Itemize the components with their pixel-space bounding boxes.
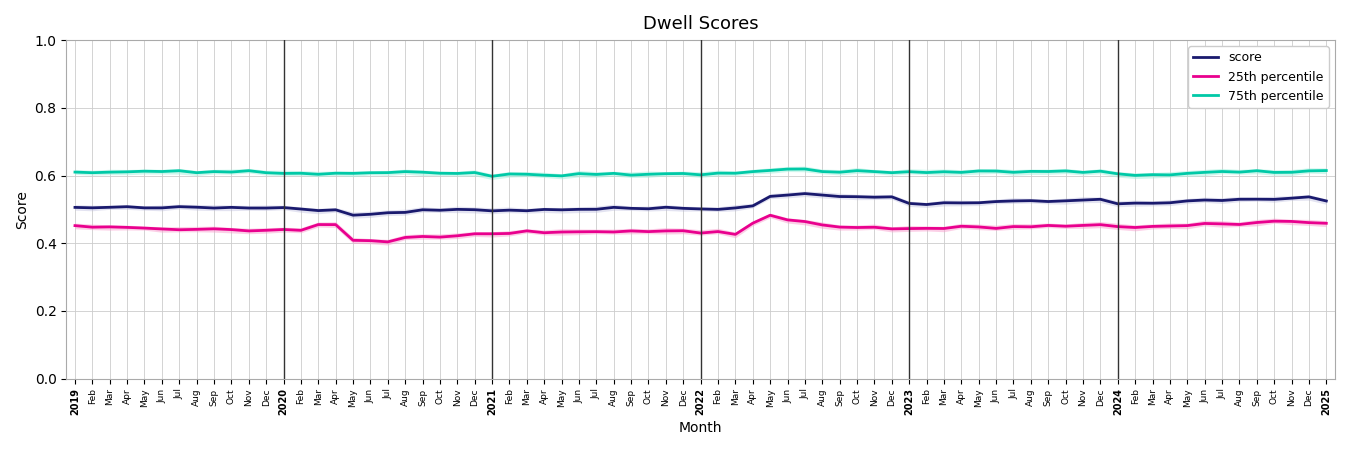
75th percentile: [1231, 169, 1247, 175]
Y-axis label: Score: Score: [15, 190, 28, 229]
score: [1318, 198, 1334, 204]
Title: Dwell Scores: Dwell Scores: [643, 15, 759, 33]
score: [1231, 197, 1247, 202]
X-axis label: Month: Month: [679, 421, 722, 435]
score: [362, 212, 378, 217]
25th percentile: [1179, 223, 1195, 228]
Legend: score, 25th percentile, 75th percentile: score, 25th percentile, 75th percentile: [1188, 46, 1328, 108]
Line: score: score: [76, 194, 1326, 215]
25th percentile: [1231, 222, 1247, 227]
25th percentile: [68, 223, 84, 228]
75th percentile: [346, 171, 362, 176]
25th percentile: [379, 239, 396, 245]
25th percentile: [710, 229, 726, 234]
Line: 25th percentile: 25th percentile: [76, 215, 1326, 242]
Line: 75th percentile: 75th percentile: [76, 169, 1326, 176]
75th percentile: [796, 166, 813, 172]
score: [1179, 198, 1195, 203]
25th percentile: [346, 238, 362, 243]
75th percentile: [1318, 168, 1334, 173]
75th percentile: [501, 171, 517, 177]
75th percentile: [485, 174, 501, 179]
score: [68, 205, 84, 210]
score: [796, 191, 813, 196]
score: [1145, 201, 1161, 206]
25th percentile: [1318, 220, 1334, 226]
25th percentile: [761, 212, 778, 218]
75th percentile: [68, 169, 84, 175]
score: [710, 207, 726, 212]
score: [346, 212, 362, 218]
75th percentile: [710, 171, 726, 176]
75th percentile: [1179, 171, 1195, 176]
75th percentile: [1145, 172, 1161, 177]
score: [501, 207, 517, 213]
25th percentile: [1145, 224, 1161, 229]
25th percentile: [501, 231, 517, 236]
